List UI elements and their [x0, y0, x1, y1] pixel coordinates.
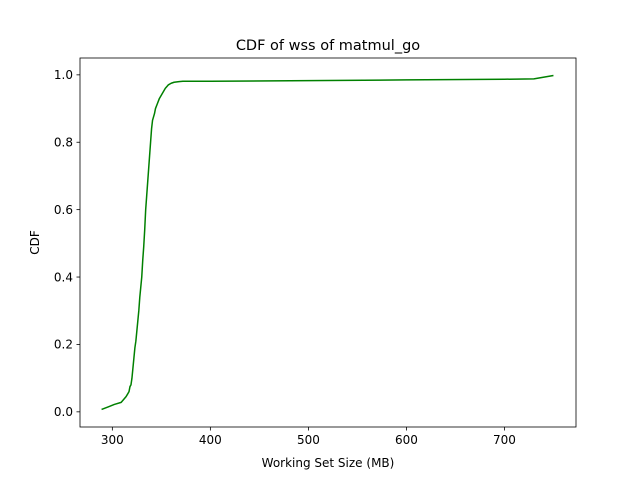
y-tick-label: 0.2	[54, 338, 73, 352]
x-tick-label: 700	[493, 433, 516, 447]
x-tick-label: 600	[395, 433, 418, 447]
y-tick-label: 0.4	[54, 270, 73, 284]
x-tick-label: 300	[101, 433, 124, 447]
y-tick-label: 0.0	[54, 405, 73, 419]
y-tick-label: 0.8	[54, 136, 73, 150]
x-tick-label: 500	[297, 433, 320, 447]
y-tick-label: 1.0	[54, 68, 73, 82]
y-tick-label: 0.6	[54, 203, 73, 217]
x-axis-label: Working Set Size (MB)	[262, 456, 395, 470]
y-axis-label: CDF	[28, 230, 42, 255]
chart-title: CDF of wss of matmul_go	[236, 38, 420, 54]
x-tick-label: 400	[199, 433, 222, 447]
